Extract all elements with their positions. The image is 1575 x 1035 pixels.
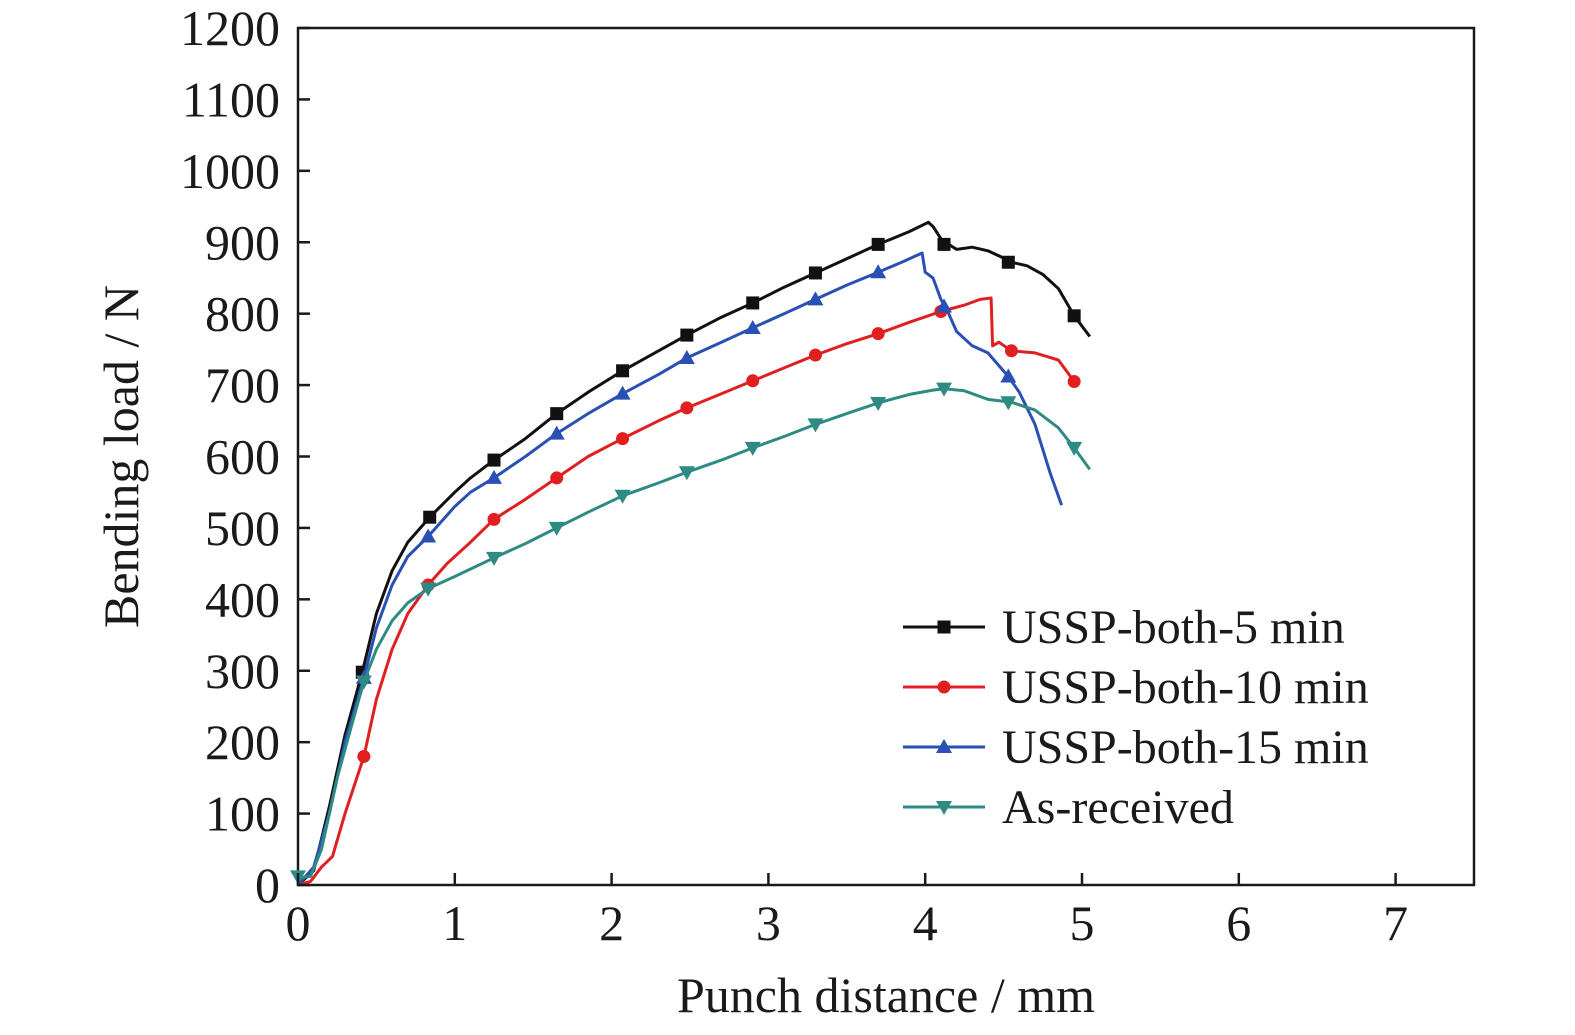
series-line: [297, 387, 1092, 880]
data-point: [550, 407, 564, 421]
legend-label: USSP-both-5 min: [1002, 601, 1345, 654]
legend: USSP-both-5 min USSP-both-10 min USSP-both…: [903, 601, 1369, 834]
series-layer: [290, 220, 1092, 887]
data-point: [1067, 375, 1081, 389]
data-point: [870, 264, 887, 279]
x-tick-label: 4: [913, 895, 938, 951]
data-point: [807, 418, 824, 433]
y-tick-label: 100: [205, 786, 280, 842]
data-point: [807, 291, 824, 306]
y-tick-label: 1200: [180, 0, 280, 56]
data-point: [808, 266, 822, 280]
y-axis: 0 100 200 300 400 500 600 700 800 900 1000 1100 1200: [180, 0, 310, 913]
data-point: [746, 374, 760, 388]
series-line: [296, 220, 1091, 887]
x-tick-label: 2: [599, 895, 624, 951]
data-point: [680, 401, 694, 415]
data-point: [486, 469, 502, 484]
y-tick-label: 400: [205, 571, 280, 627]
data-point: [1000, 396, 1017, 411]
data-point: [746, 296, 760, 310]
y-tick-label: 800: [205, 286, 280, 342]
y-tick-label: 600: [205, 429, 280, 485]
data-point: [355, 675, 372, 690]
y-tick-label: 200: [205, 714, 280, 770]
data-point: [936, 298, 953, 313]
data-point: [423, 510, 437, 524]
data-point: [871, 327, 885, 341]
data-point: [1066, 441, 1083, 456]
data-point: [616, 432, 630, 446]
y-tick-label: 300: [205, 643, 280, 699]
x-tick-label: 6: [1226, 895, 1251, 951]
data-point: [548, 521, 565, 536]
data-point: [487, 453, 501, 467]
legend-label: USSP-both-15 min: [1002, 721, 1369, 774]
series-0: [296, 220, 1091, 887]
legend-item: USSP-both-5 min: [903, 601, 1345, 654]
data-point: [614, 385, 631, 400]
data-point: [937, 237, 951, 251]
x-tick-label: 1: [442, 895, 467, 951]
legend-item: USSP-both-10 min: [903, 661, 1369, 714]
legend-item: USSP-both-15 min: [903, 721, 1369, 774]
legend-marker: [937, 680, 951, 694]
data-point: [1001, 255, 1015, 269]
x-axis-title: Punch distance / mm: [677, 967, 1095, 1023]
data-point: [744, 319, 761, 334]
legend-marker: [936, 801, 952, 815]
x-axis: 0 1 2 3 4 5 6 7: [286, 873, 1408, 951]
data-point: [1004, 344, 1018, 358]
data-point: [357, 749, 371, 763]
data-point: [548, 425, 565, 440]
series-3: [290, 382, 1092, 885]
legend-label: USSP-both-10 min: [1002, 661, 1369, 714]
y-tick-label: 900: [205, 214, 280, 270]
x-tick-label: 7: [1383, 895, 1408, 951]
y-tick-label: 700: [205, 357, 280, 413]
data-point: [550, 471, 564, 485]
legend-marker: [937, 620, 951, 634]
data-point: [871, 237, 885, 251]
data-point: [420, 528, 437, 543]
data-point: [870, 396, 887, 411]
data-point: [808, 348, 822, 362]
data-point: [936, 382, 953, 397]
data-point: [1000, 368, 1017, 383]
legend-item: As-received: [903, 781, 1234, 834]
series-line: [297, 296, 1076, 887]
y-tick-label: 500: [205, 500, 280, 556]
data-point: [680, 328, 694, 342]
data-point: [616, 364, 630, 378]
data-point: [1067, 309, 1081, 323]
y-tick-label: 0: [255, 857, 280, 913]
x-tick-label: 5: [1070, 895, 1095, 951]
data-point: [678, 349, 695, 364]
legend-label: As-received: [1002, 781, 1234, 834]
series-2: [296, 251, 1064, 886]
x-tick-label: 3: [756, 895, 781, 951]
y-tick-label: 1100: [182, 71, 280, 127]
data-point: [487, 512, 501, 526]
x-tick-label: 0: [286, 895, 311, 951]
data-point: [420, 582, 437, 597]
series-1: [297, 296, 1081, 887]
data-point: [678, 466, 695, 481]
series-line: [296, 251, 1064, 886]
data-point: [744, 441, 761, 456]
data-point: [614, 489, 631, 504]
y-axis-title: Bending load / N: [93, 285, 149, 628]
legend-marker: [936, 739, 952, 753]
y-tick-label: 1000: [180, 143, 280, 199]
data-point: [486, 551, 502, 566]
